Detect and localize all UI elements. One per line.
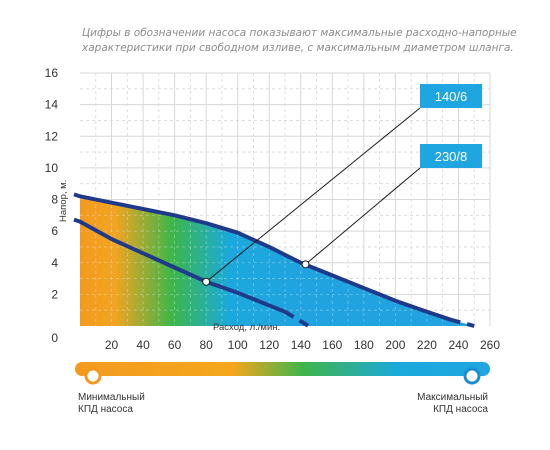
series-marker-0 <box>202 277 211 286</box>
max-efficiency-label-line-1: Максимальный <box>417 392 488 403</box>
efficiency-scale-bar <box>75 362 490 376</box>
series-marker-1 <box>301 260 310 269</box>
series-layer <box>73 192 475 328</box>
x-tick-label: 140 <box>291 338 311 352</box>
x-tick-label: 260 <box>480 338 500 352</box>
y-tick-label: 2 <box>51 287 58 301</box>
series-start-0 <box>73 217 81 224</box>
y-tick-label: 6 <box>51 224 58 238</box>
max-efficiency-label-line-2: КПД насоса <box>433 404 488 415</box>
y-tick-label: 8 <box>51 193 58 207</box>
min-efficiency-label-line-1: Минимальный <box>78 392 145 403</box>
callout-leader-0 <box>205 107 421 283</box>
x-axis-label: Расход, л./мин. <box>213 322 280 333</box>
x-tick-label: 180 <box>354 338 374 352</box>
series-extrapolation-0 <box>283 310 310 328</box>
x-tick-label: 240 <box>448 338 468 352</box>
x-tick-label: 40 <box>136 338 150 352</box>
x-tick-label: 60 <box>168 338 182 352</box>
series-extrapolation-1 <box>450 317 475 328</box>
y-axis-label: Напор, м. <box>58 180 69 222</box>
y-tick-label: 4 <box>51 256 58 270</box>
series-start-1 <box>73 192 81 199</box>
chart-note: Цифры в обозначении насоса показывают ма… <box>82 26 522 56</box>
callout-label-0: 140/6 <box>435 89 468 104</box>
x-tick-label: 20 <box>105 338 119 352</box>
callout-box-1 <box>420 144 482 168</box>
callout-label-1: 230/8 <box>435 149 468 164</box>
x-tick-label: 200 <box>385 338 405 352</box>
x-tick-label: 160 <box>322 338 342 352</box>
y-tick-label: 10 <box>45 161 59 175</box>
x-tick-label: 80 <box>199 338 213 352</box>
y-tick-label: 16 <box>45 66 59 80</box>
y-tick-label: 0 <box>51 331 58 345</box>
x-tick-label: 220 <box>417 338 437 352</box>
max-efficiency-label: Максимальный КПД насоса <box>417 392 488 416</box>
x-tick-label: 100 <box>228 338 248 352</box>
max-efficiency-marker <box>463 367 481 385</box>
chart-note-line-2: характеристики при свободном изливе, с м… <box>82 42 514 54</box>
callout-leader-1 <box>305 167 421 265</box>
min-efficiency-label-line-2: КПД насоса <box>78 404 133 415</box>
efficiency-scale <box>75 362 490 385</box>
chart-note-line-1: Цифры в обозначении насоса показывают ма… <box>82 27 517 39</box>
callout-layer: 140/6 230/8 <box>202 84 482 286</box>
series-line-0 <box>78 219 287 314</box>
tick-labels: 20 40 60 80 100 120 140 160 180 200 220 240 260 0 2 4 6 8… <box>45 66 501 352</box>
x-tick-label: 120 <box>259 338 279 352</box>
min-efficiency-marker <box>84 367 102 385</box>
y-tick-label: 12 <box>45 129 59 143</box>
y-tick-label: 14 <box>45 98 59 112</box>
min-efficiency-label: Минимальный КПД насоса <box>78 392 145 416</box>
callout-box-0 <box>420 84 482 108</box>
series-line-1 <box>78 194 453 322</box>
